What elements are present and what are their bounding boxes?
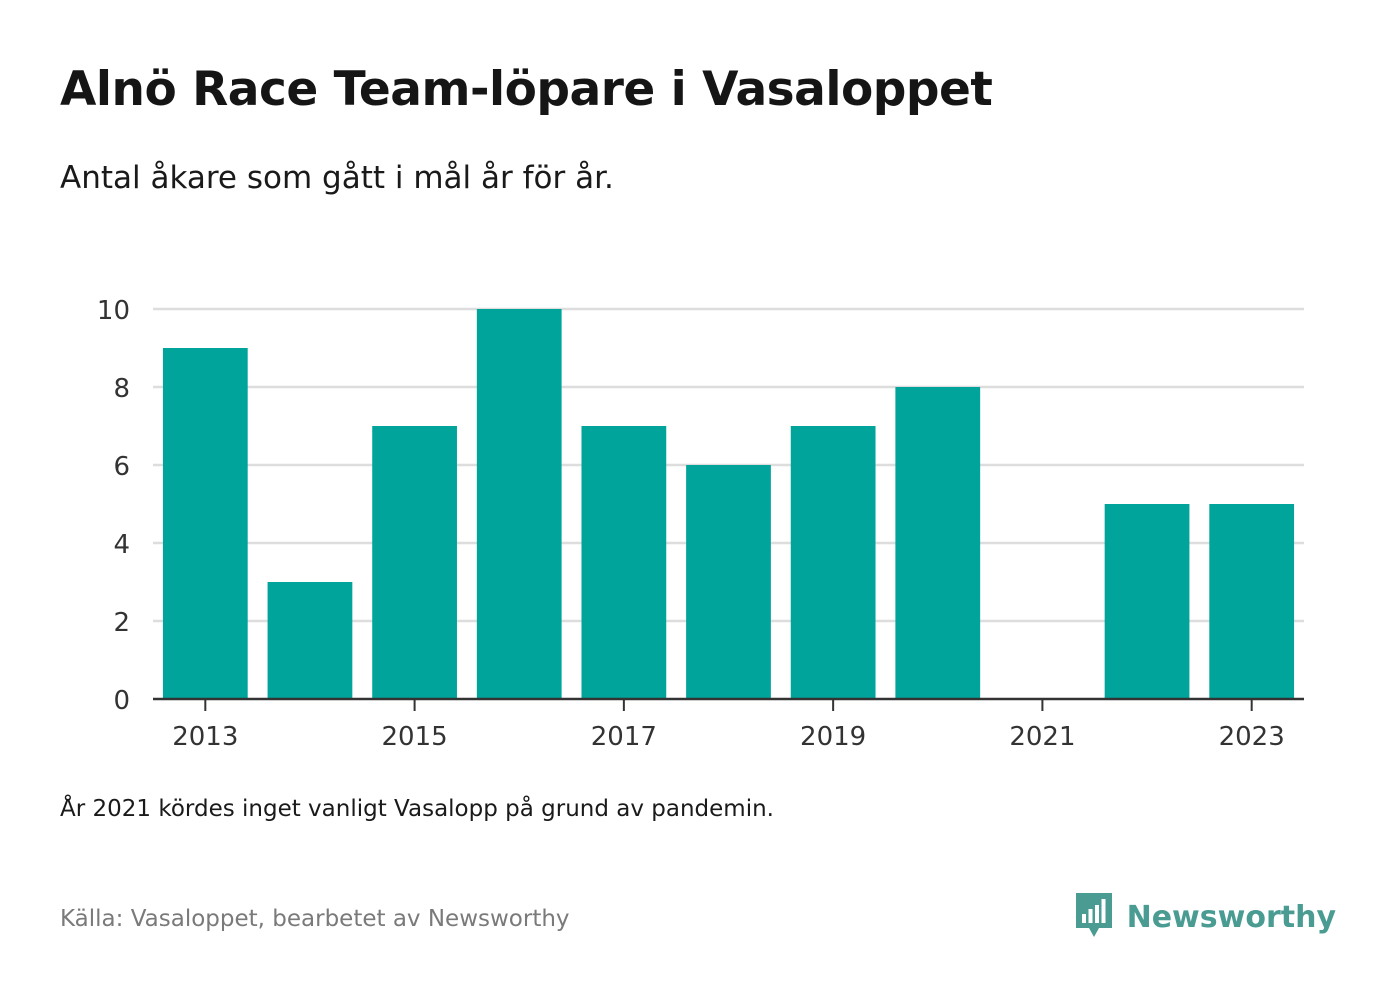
- bar-2017: [581, 426, 667, 699]
- y-tick-label: 8: [113, 374, 130, 404]
- bar-2014: [267, 582, 353, 699]
- bar-2018: [686, 465, 771, 699]
- x-axis: [153, 697, 1304, 711]
- chart-title: Alnö Race Team-löpare i Vasaloppet: [60, 62, 993, 117]
- y-tick-label: 0: [113, 686, 130, 716]
- x-tick-labels: 2013 2015 2017 2019 2021 2023: [172, 722, 1285, 752]
- y-tick-label: 6: [113, 452, 130, 482]
- bar-2023: [1209, 504, 1295, 699]
- bar-2019: [790, 426, 876, 699]
- bar-chart-speech-bubble-icon: [1073, 890, 1115, 944]
- bar-chart: 0 2 4 6 8 10 2013 2015 2017 2019 2021 2023: [97, 296, 1304, 752]
- x-tick-label: 2013: [172, 722, 238, 752]
- x-tick-label: 2021: [1009, 722, 1075, 752]
- bar-2016: [476, 309, 562, 699]
- y-tick-label: 2: [113, 608, 130, 638]
- y-tick-label: 10: [97, 296, 130, 326]
- bar-2015: [372, 426, 457, 699]
- chart-subtitle: Antal åkare som gått i mål år för år.: [60, 160, 614, 196]
- bars: [162, 309, 1295, 699]
- bar-2020: [895, 387, 981, 699]
- x-tick-label: 2023: [1219, 722, 1285, 752]
- source-credit: Källa: Vasaloppet, bearbetet av Newswort…: [60, 906, 570, 932]
- y-tick-labels: 0 2 4 6 8 10: [97, 296, 130, 716]
- x-tick-label: 2015: [382, 722, 448, 752]
- x-tick-label: 2019: [800, 722, 866, 752]
- newsworthy-logo[interactable]: Newsworthy: [1073, 890, 1336, 944]
- bar-2013: [162, 348, 248, 699]
- y-tick-label: 4: [113, 530, 130, 560]
- bar-2022: [1104, 504, 1190, 699]
- x-tick-label: 2017: [591, 722, 657, 752]
- chart-note: År 2021 kördes inget vanligt Vasalopp på…: [60, 796, 774, 822]
- brand-name: Newsworthy: [1126, 899, 1336, 935]
